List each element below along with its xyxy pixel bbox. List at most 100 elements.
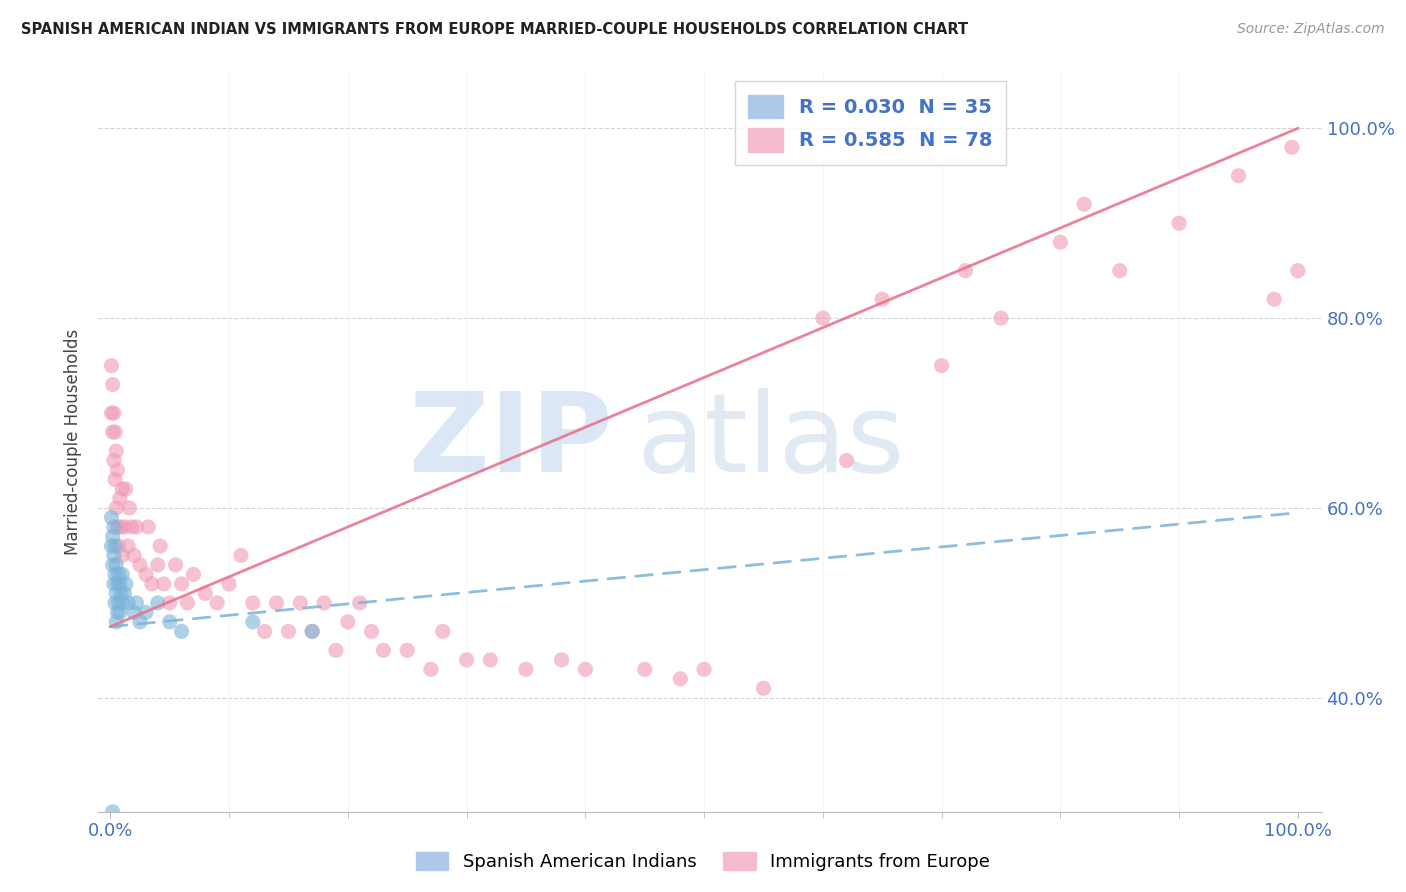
Point: [107, 596, 129, 610]
Text: atlas: atlas: [637, 388, 905, 495]
Point: [125, 596, 148, 610]
Point: [100, 510, 122, 524]
Point: [101, 529, 124, 543]
Point: [107, 539, 129, 553]
Point: [242, 615, 264, 629]
Point: [110, 586, 132, 600]
Legend: R = 0.030  N = 35, R = 0.585  N = 78: R = 0.030 N = 35, R = 0.585 N = 78: [735, 81, 1007, 166]
Point: [1281, 140, 1303, 154]
Point: [101, 558, 124, 572]
Point: [108, 491, 131, 506]
Point: [141, 577, 163, 591]
Point: [990, 311, 1012, 326]
Point: [811, 311, 834, 326]
Point: [114, 482, 136, 496]
Point: [121, 520, 143, 534]
Point: [111, 567, 134, 582]
Point: [122, 606, 145, 620]
Point: [100, 406, 122, 420]
Point: [432, 624, 454, 639]
Point: [1108, 263, 1130, 277]
Point: [149, 539, 172, 553]
Point: [336, 615, 359, 629]
Point: [396, 643, 419, 657]
Point: [183, 567, 205, 582]
Point: [325, 643, 347, 657]
Point: [146, 596, 169, 610]
Point: [420, 662, 443, 676]
Point: [693, 662, 716, 676]
Point: [266, 596, 288, 610]
Point: [101, 805, 124, 819]
Point: [111, 549, 134, 563]
Point: [103, 406, 125, 420]
Point: [301, 624, 323, 639]
Point: [105, 500, 128, 515]
Point: [104, 473, 127, 487]
Point: [103, 577, 125, 591]
Point: [117, 596, 139, 610]
Point: [103, 453, 125, 467]
Y-axis label: Married-couple Households: Married-couple Households: [65, 328, 83, 555]
Point: [242, 596, 264, 610]
Point: [550, 653, 572, 667]
Point: [104, 567, 127, 582]
Point: [349, 596, 371, 610]
Text: ZIP: ZIP: [409, 388, 612, 495]
Point: [107, 567, 129, 582]
Point: [135, 606, 157, 620]
Point: [1227, 169, 1250, 183]
Point: [110, 520, 132, 534]
Point: [105, 586, 128, 600]
Point: [229, 549, 252, 563]
Point: [574, 662, 596, 676]
Point: [135, 567, 157, 582]
Point: [360, 624, 382, 639]
Point: [105, 615, 128, 629]
Point: [931, 359, 953, 373]
Point: [100, 539, 122, 553]
Point: [165, 558, 187, 572]
Point: [118, 500, 141, 515]
Point: [290, 596, 312, 610]
Point: [103, 520, 125, 534]
Point: [373, 643, 395, 657]
Point: [108, 577, 131, 591]
Point: [456, 653, 478, 667]
Point: [634, 662, 657, 676]
Point: [111, 482, 134, 496]
Point: [170, 577, 193, 591]
Point: [129, 615, 152, 629]
Point: [146, 558, 169, 572]
Point: [107, 520, 129, 534]
Point: [107, 463, 129, 477]
Text: SPANISH AMERICAN INDIAN VS IMMIGRANTS FROM EUROPE MARRIED-COUPLE HOUSEHOLDS CORR: SPANISH AMERICAN INDIAN VS IMMIGRANTS FR…: [21, 22, 969, 37]
Point: [104, 596, 127, 610]
Point: [101, 425, 124, 439]
Point: [101, 377, 124, 392]
Point: [108, 606, 131, 620]
Point: [253, 624, 276, 639]
Point: [752, 681, 775, 696]
Point: [515, 662, 537, 676]
Point: [114, 577, 136, 591]
Point: [125, 520, 148, 534]
Point: [100, 359, 122, 373]
Point: [1168, 216, 1191, 230]
Point: [170, 624, 193, 639]
Point: [176, 596, 198, 610]
Point: [114, 520, 136, 534]
Point: [117, 539, 139, 553]
Point: [103, 549, 125, 563]
Point: [1049, 235, 1071, 250]
Point: [870, 292, 893, 306]
Point: [1263, 292, 1285, 306]
Point: [129, 558, 152, 572]
Point: [104, 425, 127, 439]
Point: [107, 577, 129, 591]
Text: Source: ZipAtlas.com: Source: ZipAtlas.com: [1237, 22, 1385, 37]
Point: [1073, 197, 1095, 211]
Point: [955, 263, 977, 277]
Point: [111, 596, 134, 610]
Point: [105, 558, 128, 572]
